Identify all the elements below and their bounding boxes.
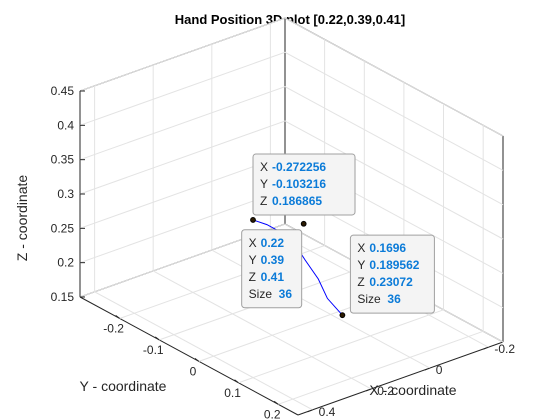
data-tip-value: 0.23072 (369, 275, 413, 289)
data-tip-value: -0.272256 (272, 160, 326, 174)
data-tip-value: 36 (387, 292, 401, 306)
z-gridline (79, 17, 504, 137)
tick-labels: 0.15 0.2 0.25 0.3 0.35 0.4 0.45 -0.2 0 0.2 0.4 -0.2… (51, 84, 516, 420)
y-gridline (152, 64, 372, 390)
data-tip-key: Z (357, 275, 364, 289)
data-point-marker (300, 220, 307, 227)
data-tip: X 0.1696 Y 0.189562 Z 0.23072 Size 36 (349, 234, 435, 314)
chart-title: Hand Position 3D plot [0.22,0.39,0.41] (175, 12, 405, 27)
y-tick-mark (307, 409, 313, 413)
x-tick-label: -0.2 (103, 321, 124, 335)
y-tick-mark (366, 388, 372, 392)
x-tick-label: 0.1 (224, 386, 241, 400)
data-tip-key: Size (357, 292, 381, 306)
z-tick-label: 0.15 (51, 290, 75, 304)
x-tick-mark (154, 336, 160, 341)
z-tick-label: 0.3 (57, 187, 74, 201)
x-tick-label: 0 (190, 364, 197, 378)
data-tip-key: Z (260, 194, 267, 208)
data-tip-value: 0.22 (261, 236, 285, 250)
axis-edge (297, 341, 504, 416)
y-gridline (94, 85, 313, 411)
z-tick-label: 0.25 (51, 221, 75, 235)
x-tick-label: -0.1 (143, 343, 164, 357)
data-tip-value: 0.189562 (369, 258, 419, 272)
data-point-marker (339, 312, 346, 319)
z-axis-label: Z - coordinate (14, 175, 30, 262)
data-tip-value: 0.186865 (272, 194, 322, 208)
y-gridline (211, 44, 431, 369)
x-gridline (278, 125, 484, 405)
data-tip-box (252, 153, 356, 216)
data-tip-key: X (357, 241, 365, 255)
y-tick-label: 0.2 (377, 384, 394, 398)
data-tip-key: Y (357, 258, 365, 272)
data-tip-value: -0.103216 (272, 177, 326, 191)
data-tip: X 0.22 Y 0.39 Z 0.41 Size 36 (241, 229, 303, 309)
axis-edge (79, 296, 299, 416)
data-point-marker (250, 217, 256, 223)
floor-plane (80, 224, 503, 415)
data-tips: X 0.22 Y 0.39 Z 0.41 Size 36 X 0.1696 Y 0.189562 Z 0.… (241, 153, 435, 314)
y-axis-label: Y - coordinate (80, 378, 167, 394)
z-tick-label: 0.45 (51, 84, 75, 98)
z-gridline (79, 86, 504, 206)
z-tick-label: 0.35 (51, 153, 75, 167)
z-tick-label: 0.4 (57, 118, 74, 132)
x-tick-mark (273, 400, 279, 405)
x-tick-mark (234, 379, 239, 384)
z-gridline (79, 51, 504, 171)
x-tick-label: 0.2 (264, 407, 281, 420)
data-tip: X -0.272256 Y -0.103216 Z 0.186865 (252, 153, 356, 216)
x-axis-label: X - coordinate (369, 382, 456, 398)
z-gridline (79, 120, 504, 240)
x-gridline (119, 39, 326, 319)
data-tip-value: 0.1696 (369, 241, 406, 255)
data-tip-key: Y (249, 253, 257, 267)
data-tip-value: 36 (279, 287, 293, 301)
y-tick-label: 0.4 (319, 405, 336, 419)
data-tip-key: Z (249, 270, 256, 284)
data-tip-key: Size (249, 287, 273, 301)
x-tick-mark (194, 357, 200, 362)
y-tick-mark (483, 346, 489, 350)
data-tip-key: Y (260, 177, 268, 191)
x-gridline (238, 103, 444, 384)
y-tick-mark (424, 367, 430, 371)
y-tick-label: 0 (436, 363, 443, 377)
data-tip-value: 0.41 (261, 270, 285, 284)
data-tip-key: X (260, 160, 268, 174)
z-tick-label: 0.2 (57, 256, 74, 270)
data-tip-value: 0.39 (261, 253, 285, 267)
y-tick-label: -0.2 (494, 342, 515, 356)
data-tip-box (349, 234, 435, 314)
x-tick-mark (115, 315, 120, 319)
data-tip-box (241, 229, 303, 309)
data-tip-key: X (249, 236, 257, 250)
